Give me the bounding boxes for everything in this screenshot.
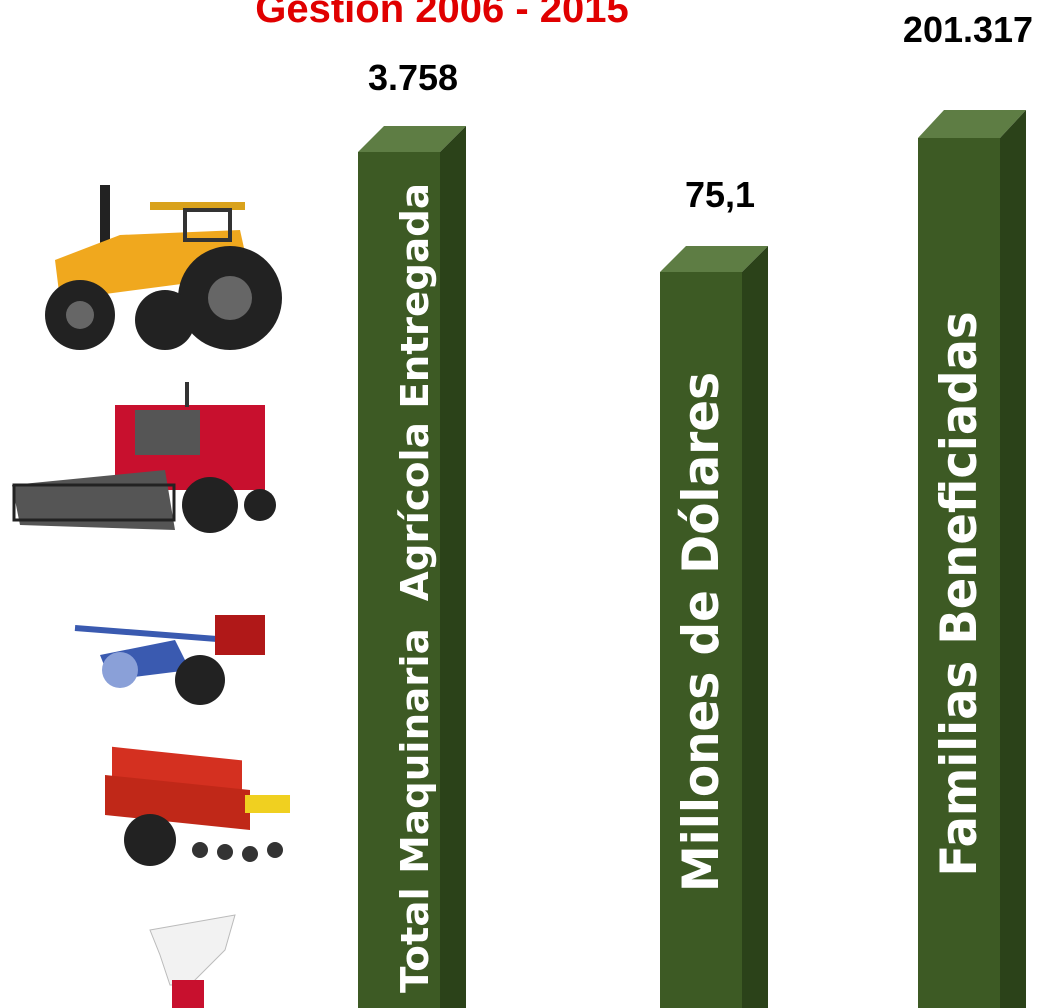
- spreader-icon: [149, 914, 236, 1008]
- tiller-icon: [74, 615, 265, 705]
- bar-1: [358, 126, 466, 1008]
- bar-label: Familias Beneficiadas: [930, 312, 988, 877]
- bar-label: Millones de Dólares: [672, 372, 730, 892]
- seeder-icon: [105, 746, 290, 866]
- bar-label: Total Maquinaria Agrícola Entregada: [393, 183, 437, 993]
- value-label: 3.758: [368, 57, 458, 98]
- combine-icon: [12, 382, 276, 533]
- value-label: 201.317: [903, 9, 1033, 50]
- bar-2: [660, 246, 768, 1008]
- tractor-icon: [45, 185, 282, 350]
- bar-3: [918, 110, 1026, 1008]
- value-label: 75,1: [685, 174, 755, 215]
- title: Gestión 2006 - 2015: [255, 0, 629, 31]
